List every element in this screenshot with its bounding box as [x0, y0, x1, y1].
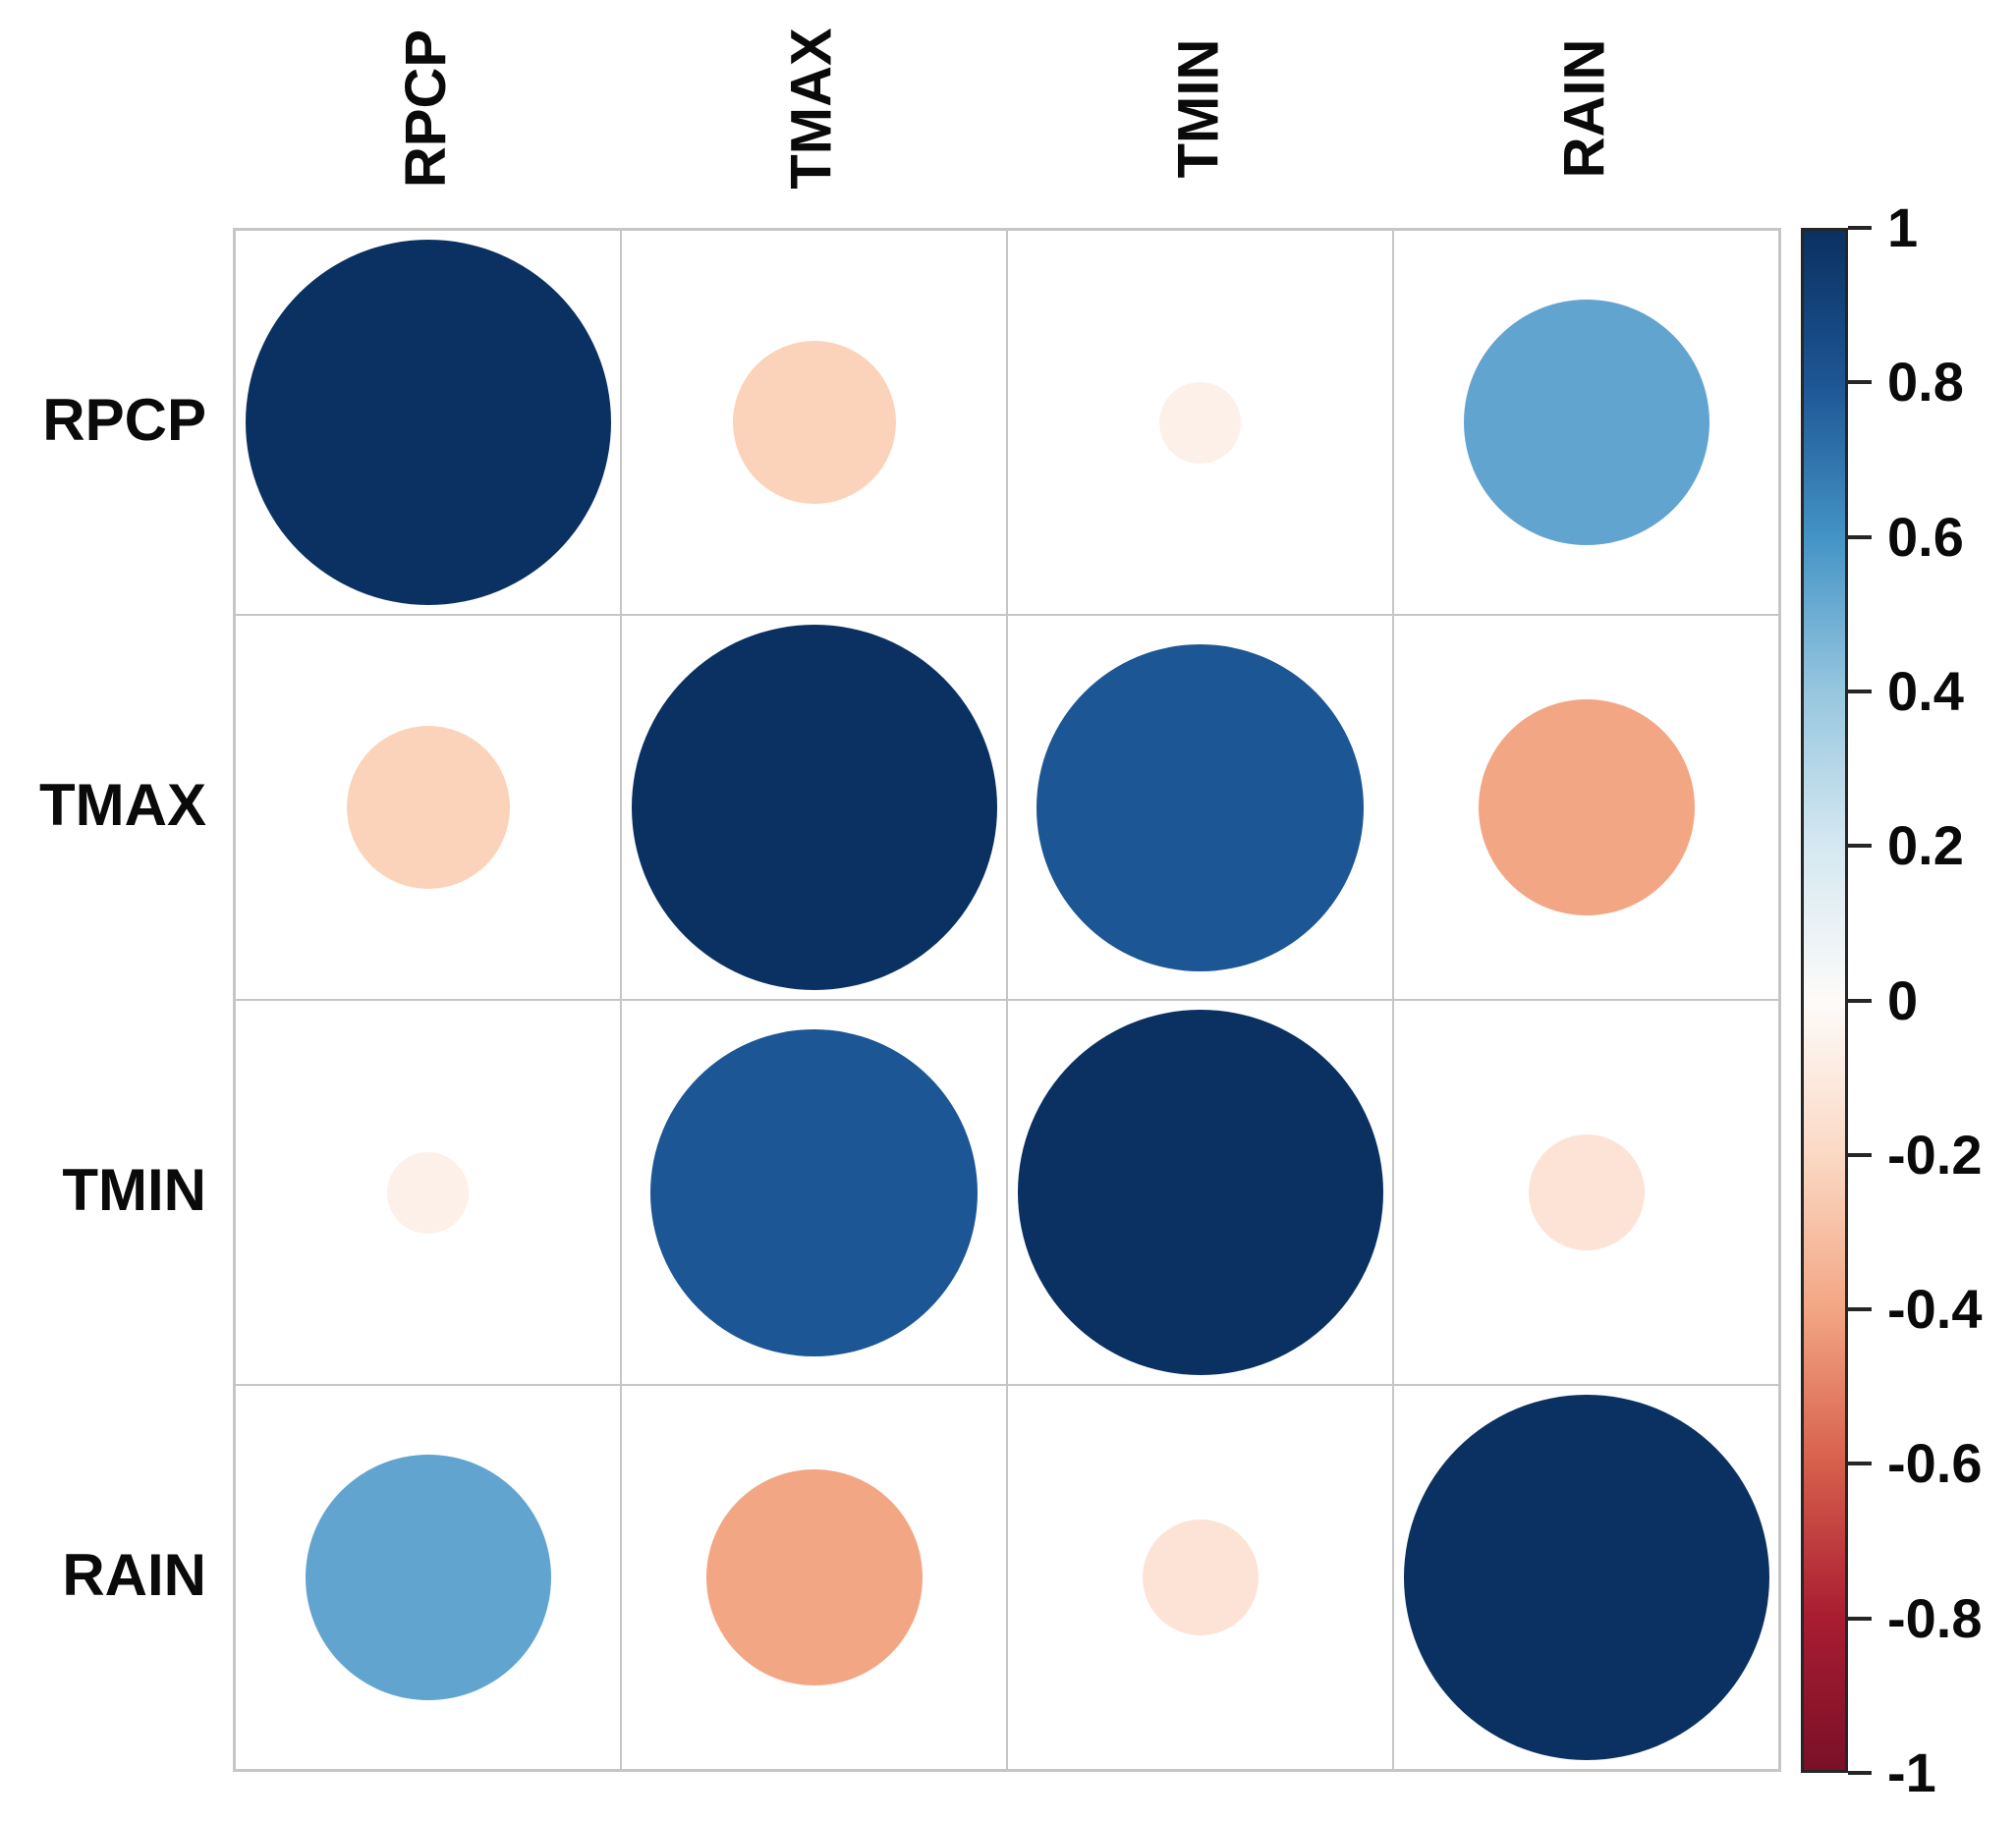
corr-cell-TMIN-TMAX — [621, 1000, 1007, 1385]
corr-cell-RPCP-TMAX — [621, 230, 1007, 615]
colorbar-tick — [1848, 226, 1872, 230]
corr-bubble-TMAX-TMAX — [631, 625, 997, 990]
colorbar-tick-label--0.2: -0.2 — [1887, 1124, 1983, 1186]
colorbar-tick — [1848, 535, 1872, 539]
row-label-RPCP: RPCP — [42, 387, 206, 453]
column-label-RAIN: RAIN — [1545, 10, 1624, 206]
colorbar-tick-label-0.4: 0.4 — [1887, 660, 1964, 722]
corr-cell-RAIN-TMAX — [621, 1385, 1007, 1770]
corr-cell-TMIN-RAIN — [1393, 1000, 1779, 1385]
column-label-TMAX: TMAX — [773, 10, 852, 206]
corr-cell-RAIN-RAIN — [1393, 1385, 1779, 1770]
corr-bubble-RAIN-TMAX — [705, 1469, 923, 1685]
corr-bubble-RPCP-RPCP — [245, 240, 611, 605]
corr-bubble-RPCP-RAIN — [1463, 300, 1709, 545]
corr-cell-TMAX-TMIN — [1007, 615, 1393, 1000]
colorbar-tick-label-0.6: 0.6 — [1887, 506, 1964, 568]
corr-bubble-RAIN-RPCP — [305, 1455, 551, 1700]
colorbar-tick — [1848, 1462, 1872, 1465]
column-label-TMIN: TMIN — [1159, 10, 1238, 206]
corr-cell-TMAX-TMAX — [621, 615, 1007, 1000]
corr-bubble-TMAX-RAIN — [1478, 699, 1695, 915]
corr-bubble-TMIN-TMIN — [1017, 1010, 1383, 1375]
corr-bubble-RAIN-RAIN — [1403, 1395, 1769, 1760]
colorbar-tick-label-0: 0 — [1887, 969, 1919, 1031]
column-label-text: TMIN — [1166, 38, 1230, 178]
corr-cell-RPCP-RAIN — [1393, 230, 1779, 615]
colorbar-tick-label-1: 1 — [1887, 196, 1919, 258]
colorbar-tick-label--1: -1 — [1887, 1741, 1936, 1803]
column-label-text: RAIN — [1552, 38, 1616, 178]
colorbar-tick — [1848, 1771, 1872, 1775]
colorbar-tick — [1848, 1617, 1872, 1621]
colorbar-tick-label--0.4: -0.4 — [1887, 1278, 1983, 1340]
colorbar-tick-label--0.6: -0.6 — [1887, 1432, 1983, 1494]
corr-bubble-RPCP-TMAX — [732, 341, 896, 504]
corr-cell-RPCP-RPCP — [235, 230, 621, 615]
corr-bubble-TMAX-RPCP — [346, 726, 510, 889]
colorbar-gradient — [1801, 228, 1848, 1773]
corr-bubble-TMIN-RAIN — [1528, 1134, 1645, 1250]
correlation-grid — [233, 228, 1781, 1772]
colorbar-tick — [1848, 1307, 1872, 1311]
corr-cell-TMAX-RPCP — [235, 615, 621, 1000]
corr-cell-TMIN-TMIN — [1007, 1000, 1393, 1385]
column-label-text: RPCP — [394, 28, 458, 188]
corr-cell-TMAX-RAIN — [1393, 615, 1779, 1000]
corr-cell-RPCP-TMIN — [1007, 230, 1393, 615]
corr-bubble-TMIN-RPCP — [387, 1151, 469, 1234]
corr-cell-RAIN-TMIN — [1007, 1385, 1393, 1770]
corr-cell-RAIN-RPCP — [235, 1385, 621, 1770]
colorbar-tick-label-0.8: 0.8 — [1887, 351, 1964, 413]
colorbar-tick — [1848, 380, 1872, 384]
corr-bubble-RAIN-TMIN — [1142, 1519, 1259, 1635]
colorbar-tick — [1848, 844, 1872, 848]
corr-bubble-RPCP-TMIN — [1159, 381, 1241, 464]
row-label-TMIN: TMIN — [62, 1157, 206, 1223]
colorbar-tick — [1848, 1153, 1872, 1157]
column-label-text: TMAX — [780, 27, 845, 190]
colorbar-tick-label--0.8: -0.8 — [1887, 1587, 1983, 1649]
corr-cell-TMIN-RPCP — [235, 1000, 621, 1385]
colorbar-tick — [1848, 999, 1872, 1003]
row-label-RAIN: RAIN — [62, 1542, 206, 1608]
colorbar-tick-label-0.2: 0.2 — [1887, 814, 1964, 876]
corr-bubble-TMIN-TMAX — [650, 1028, 978, 1356]
corr-bubble-TMAX-TMIN — [1036, 643, 1364, 971]
column-label-RPCP: RPCP — [387, 10, 466, 206]
row-label-TMAX: TMAX — [39, 772, 206, 838]
colorbar-tick — [1848, 690, 1872, 693]
